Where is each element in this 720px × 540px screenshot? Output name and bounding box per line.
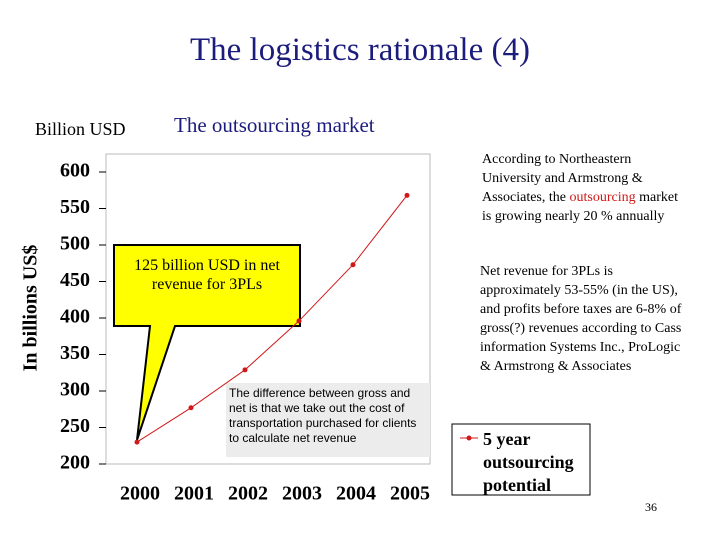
x-tick-label: 2003 — [282, 483, 322, 505]
chart-title: The outsourcing market — [174, 113, 375, 137]
point — [188, 405, 194, 411]
x-tick-label: 2000 — [120, 483, 160, 505]
x-tick-label: 2005 — [390, 483, 430, 505]
legend-label: 5 year outsourcing potential — [483, 429, 574, 495]
series-line — [136, 195, 408, 443]
legend-marker — [466, 435, 472, 441]
point — [350, 262, 356, 268]
y-tick-label: 450 — [60, 269, 90, 291]
y-axis-label: In billions US$ — [20, 245, 42, 372]
y-tick-label: 200 — [60, 452, 90, 474]
revenue-note: Net revenue for 3PLs is approximately 53… — [480, 264, 682, 374]
point — [242, 367, 248, 373]
point — [404, 192, 410, 198]
y-tick-label: 500 — [60, 233, 90, 255]
slide-title: The logistics rationale (4) — [190, 32, 530, 68]
text: According to Northeastern University and… — [482, 152, 643, 205]
point — [296, 318, 302, 324]
x-tick-label: 2004 — [336, 483, 376, 505]
callout-text: 125 billion USD in net revenue for 3PLs — [134, 257, 280, 293]
page-number: 36 — [645, 500, 657, 514]
y-tick-label: 250 — [60, 415, 90, 437]
note-text: The difference between gross and net is … — [229, 386, 417, 445]
plot-frame — [105, 153, 431, 465]
y-tick-label: 400 — [60, 306, 90, 328]
y-tick-label: 300 — [60, 379, 90, 401]
legend-box — [451, 423, 591, 496]
highlight: outsourcing — [569, 190, 636, 205]
text: market is growing nearly 20 % annually — [482, 190, 678, 224]
point — [134, 439, 140, 445]
callout-box — [113, 244, 301, 441]
y-tick-label: 600 — [60, 160, 90, 182]
x-tick-label: 2001 — [174, 483, 214, 505]
y-tick-label: 550 — [60, 196, 90, 218]
unit-label: Billion USD — [35, 119, 126, 139]
y-tick-label: 350 — [60, 342, 90, 364]
note-box — [226, 383, 430, 457]
growth-note: According to Northeastern University and… — [482, 150, 687, 226]
x-tick-label: 2002 — [228, 483, 268, 505]
